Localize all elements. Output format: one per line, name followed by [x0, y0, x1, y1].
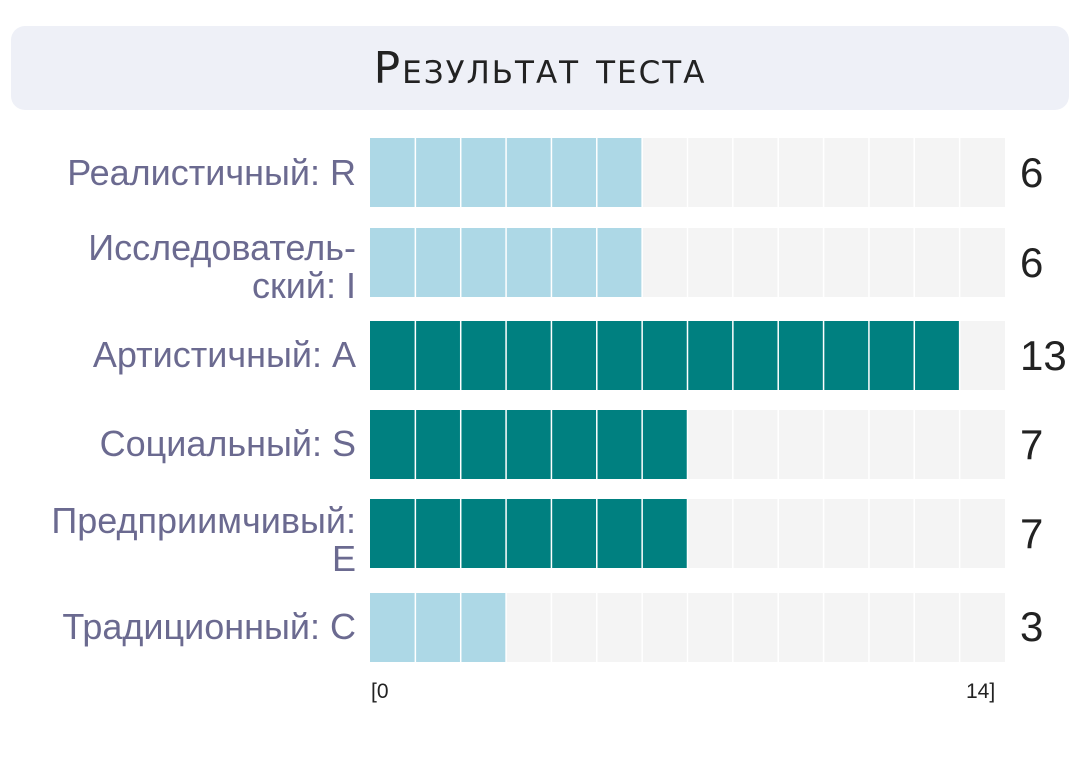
- row-label: Исследователь-ский: I: [88, 227, 356, 306]
- row-value: 13: [1020, 332, 1067, 379]
- row-label: Реалистичный: R: [67, 152, 356, 193]
- row-value: 7: [1020, 510, 1044, 557]
- row-label: Социальный: S: [99, 423, 356, 464]
- row-label: Традиционный: C: [62, 606, 356, 647]
- bar: [370, 499, 688, 568]
- row-value: 7: [1020, 421, 1044, 468]
- bar: [370, 593, 507, 662]
- row-label: Предприимчивый: E: [51, 500, 356, 579]
- row-value: 3: [1020, 603, 1044, 650]
- row-label: Артистичный: A: [92, 334, 356, 375]
- bar: [370, 321, 960, 390]
- row-value: 6: [1020, 149, 1044, 196]
- axis-min-label: [0: [371, 680, 389, 703]
- row-value: 6: [1020, 239, 1044, 286]
- bar: [370, 410, 688, 479]
- chart-title: Результат теста: [373, 42, 707, 94]
- axis-max-label: 14]: [966, 680, 996, 703]
- title-panel: Результат теста: [11, 26, 1069, 110]
